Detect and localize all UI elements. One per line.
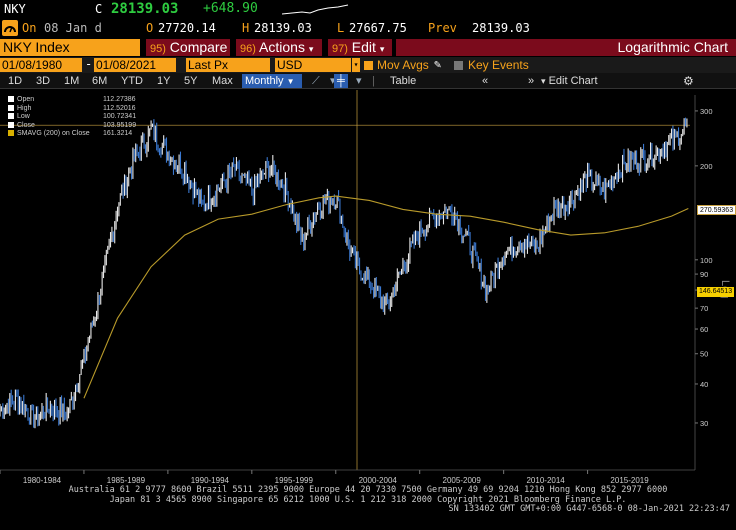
edit-chart-button[interactable]: ▾ Edit Chart [541, 75, 598, 87]
low-label: L [337, 21, 345, 35]
key-events-checkbox[interactable] [454, 61, 463, 70]
end-date-input[interactable]: 01/08/2021 [94, 58, 176, 72]
x-tick-label: 2010-2014 [526, 476, 565, 485]
period-max[interactable]: Max [212, 75, 233, 87]
legend-close: Close 103.95199 [8, 121, 136, 131]
date-range-dash: - [85, 57, 93, 71]
field-select[interactable]: Last Px [186, 58, 270, 72]
footer-line-2: Japan 81 3 4565 8900 Singapore 65 6212 1… [109, 494, 627, 505]
prev-value: 28139.03 [472, 21, 530, 35]
high-value: 28139.03 [254, 21, 312, 35]
currency-dropdown-icon[interactable]: ▾ [352, 58, 360, 72]
last-price: 28139.03 [111, 1, 179, 17]
currency-select[interactable]: USD [275, 58, 351, 72]
smavg-tag: 146.64513 [697, 287, 735, 297]
last-price-tag: 270.59363 [697, 205, 736, 215]
x-tick-label: 2000-2004 [359, 476, 398, 485]
security-field[interactable]: NKY Index [0, 39, 140, 56]
high-label: H [242, 21, 250, 35]
legend-high: High 112.52016 [8, 104, 136, 114]
quote-date: 08 Jan d [44, 21, 102, 35]
mov-avgs-checkbox[interactable] [364, 61, 373, 70]
legend-smavg: SMAVG (200) on Close 161.3214 [8, 130, 132, 139]
actions-button[interactable]: 96) Actions ▾ [236, 39, 322, 56]
y-tick-label: 90 [700, 270, 708, 279]
x-tick-label: 1985-1989 [107, 476, 146, 485]
x-tick-label: 1995-1999 [275, 476, 314, 485]
y-tick-label: 70 [700, 304, 708, 313]
price-bars [0, 117, 688, 429]
x-tick-label: 1980-1984 [23, 476, 62, 485]
open-value: 27720.14 [158, 21, 216, 35]
price-change: +648.90 [203, 1, 258, 16]
x-tick-label: 1990-1994 [191, 476, 230, 485]
quote-header: NKY C 28139.03 +648.90 [0, 0, 736, 18]
dropdown-small-icon[interactable]: ▾ [330, 75, 336, 87]
footer: Australia 61 2 9777 8600 Brazil 5511 239… [0, 485, 736, 530]
open-label: O [146, 21, 154, 35]
frequency-select[interactable]: Monthly ▼ [242, 74, 302, 88]
legend-swatch [8, 104, 14, 111]
y-tick-label: 300 [700, 107, 713, 116]
function-bar: NKY Index 95) Compare 96) Actions ▾ 97) … [0, 38, 736, 57]
frequency-dropdown-icon: ▼ [286, 77, 295, 86]
y-tick-label: 200 [700, 162, 713, 171]
smavg-line [83, 195, 689, 399]
period-bar: 1D 3D 1M 6M YTD 1Y 5Y Max Monthly ▼ ⟋ ▾ … [0, 73, 736, 89]
legend-swatch [8, 113, 14, 120]
bar-chart-icon[interactable]: ╪ [334, 74, 348, 88]
legend-low: Low 100.72341 [8, 113, 136, 122]
y-tick-label: 40 [700, 380, 708, 389]
legend-swatch [8, 121, 14, 128]
scroll-right-icon[interactable]: » [528, 75, 535, 87]
low-value: 27667.75 [349, 21, 407, 35]
prev-label: Prev [428, 21, 457, 35]
speedometer-icon[interactable] [2, 20, 18, 36]
y-tick-label: 60 [700, 325, 708, 334]
y-tick-label: 50 [700, 350, 708, 359]
period-ytd[interactable]: YTD [121, 75, 143, 87]
close-label: C [95, 2, 103, 16]
sparkline-icon [282, 4, 349, 15]
start-date-input[interactable]: 01/08/1980 [0, 58, 82, 72]
period-1d[interactable]: 1D [8, 75, 23, 87]
table-button[interactable]: Table [390, 75, 417, 87]
key-events-label: Key Events [468, 58, 529, 72]
footer-line-3: SN 133402 GMT GMT+0:00 G447-6568-0 08-Ja… [448, 504, 730, 514]
ticker: NKY [4, 2, 26, 16]
legend-open: Open 112.27386 [8, 96, 136, 105]
compare-button[interactable]: 95) Compare [146, 39, 230, 56]
footer-line-1: Australia 61 2 9777 8600 Brazil 5511 239… [68, 485, 668, 495]
quote-details: On 08 Jan d O 27720.14 H 28139.03 L 2766… [0, 18, 736, 38]
price-chart[interactable]: 30405060708090100200300 1980-19841985-19… [0, 90, 736, 485]
settings-bar: 01/08/1980 - 01/08/2021 Last Px USD ▾ Mo… [0, 57, 736, 73]
actions-dropdown-icon: ▾ [308, 44, 314, 54]
period-3d[interactable]: 3D [36, 75, 51, 87]
x-tick-label: 2005-2009 [443, 476, 482, 485]
gear-icon[interactable]: ⚙ [683, 74, 694, 88]
period-1y[interactable]: 1Y [157, 75, 171, 87]
chart-title: Logarithmic Chart [396, 39, 736, 56]
period-6m[interactable]: 6M [92, 75, 108, 87]
y-tick-label: 30 [700, 419, 708, 428]
edit-chart-dropdown-icon: ▾ [541, 76, 546, 86]
period-1m[interactable]: 1M [64, 75, 80, 87]
pencil-icon[interactable]: ✎ [434, 57, 442, 71]
chart-type-dropdown-icon[interactable]: ▾ [356, 75, 362, 87]
on-label: On [22, 21, 37, 35]
line-chart-icon[interactable]: ⟋ [312, 75, 320, 87]
y-tick-label: 100 [700, 256, 713, 265]
period-5y[interactable]: 5Y [184, 75, 198, 87]
toolbar-divider: | [372, 75, 375, 87]
edit-button[interactable]: 97) Edit ▾ [328, 39, 392, 56]
legend-swatch [8, 96, 14, 102]
mov-avgs-label: Mov Avgs [377, 58, 429, 72]
edit-dropdown-icon: ▾ [379, 44, 385, 54]
x-tick-label: 2015-2019 [610, 476, 649, 485]
scroll-left-icon[interactable]: « [482, 75, 489, 87]
y-axis-ticks: 30405060708090100200300 [695, 107, 713, 428]
chart-legend: Open 112.27386 High 112.52016 Low 100.72341… [8, 96, 136, 139]
x-axis-ticks: 1980-1984 1985-1989 1990-1994 1995-1999 2000… [0, 470, 649, 485]
legend-swatch [8, 130, 14, 137]
